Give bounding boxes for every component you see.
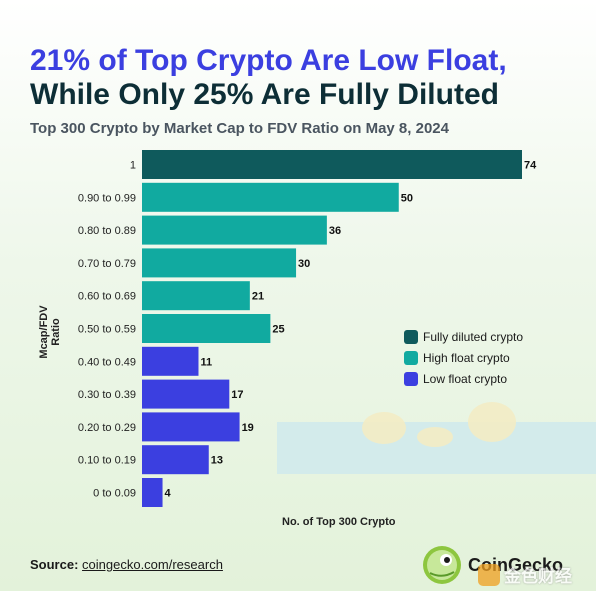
bar [142, 478, 163, 507]
bar-value-label: 17 [231, 389, 243, 401]
gecko-logo-icon [423, 546, 461, 584]
bar-value-label: 50 [401, 192, 413, 204]
bar [142, 346, 199, 376]
bar-value-label: 4 [165, 488, 172, 500]
watermark: 金色财经 [478, 562, 572, 587]
bar-value-label: 36 [329, 225, 341, 237]
legend-label-fully-diluted: Fully diluted crypto [423, 329, 524, 344]
category-label: 0.80 to 0.89 [78, 225, 136, 237]
bar [142, 150, 522, 179]
bar [142, 281, 250, 311]
bar-value-label: 30 [298, 258, 310, 270]
bar-value-label: 19 [242, 422, 254, 434]
category-label: 0 to 0.09 [93, 488, 136, 500]
source-line: Source: coingecko.com/research [30, 557, 223, 572]
legend: Fully diluted crypto High float crypto L… [404, 326, 523, 389]
bar-value-label: 21 [252, 291, 264, 303]
background-decoration [277, 402, 596, 474]
bar [142, 412, 240, 442]
source-label: Source: [30, 557, 79, 572]
legend-item-low-float: Low float crypto [404, 368, 523, 389]
x-axis-label: No. of Top 300 Crypto [282, 516, 396, 528]
category-label: 0.50 to 0.59 [78, 324, 136, 336]
legend-item-fully-diluted: Fully diluted crypto [404, 326, 523, 347]
decor-stone-1 [362, 412, 406, 444]
source-link[interactable]: coingecko.com/research [82, 557, 223, 572]
bar-value-label: 13 [211, 455, 223, 467]
legend-swatch-fully-diluted [404, 329, 418, 344]
category-label: 0.20 to 0.29 [78, 422, 136, 434]
decor-stone-3 [468, 402, 516, 442]
bar [142, 248, 297, 278]
legend-item-high-float: High float crypto [404, 347, 523, 368]
bar-value-label: 74 [524, 160, 537, 172]
title-line-1: 21% of Top Crypto Are Low Float, [30, 44, 507, 77]
bars-group: 1 740.90 to 0.99 500.80 to 0.89 360.70 to 0… [78, 150, 537, 507]
title-line-2: While Only 25% Are Fully Diluted [30, 78, 499, 111]
chart-title: 21% of Top Crypto Are Low Float, While O… [30, 44, 570, 112]
legend-label-high-float: High float crypto [423, 350, 510, 365]
bar [142, 215, 327, 245]
category-label: 0.40 to 0.49 [78, 356, 136, 368]
category-label: 1 [130, 160, 136, 172]
bar [142, 182, 399, 212]
legend-swatch-high-float [404, 350, 418, 365]
category-label: 0.10 to 0.19 [78, 455, 136, 467]
decor-stone-2 [417, 427, 453, 447]
legend-swatch-low-float [404, 371, 418, 386]
category-label: 0.90 to 0.99 [78, 192, 136, 204]
bar [142, 314, 271, 343]
bar [142, 445, 209, 475]
watermark-text: 金色财经 [504, 567, 572, 586]
legend-label-low-float: Low float crypto [423, 371, 508, 386]
bar-value-label: 11 [200, 356, 212, 368]
bar-value-label: 25 [272, 324, 284, 336]
category-label: 0.60 to 0.69 [78, 291, 136, 303]
category-label: 0.30 to 0.39 [78, 389, 136, 401]
chart-subtitle: Top 300 Crypto by Market Cap to FDV Rati… [30, 120, 449, 137]
bar [142, 379, 230, 409]
watermark-icon [478, 563, 500, 586]
category-label: 0.70 to 0.79 [78, 258, 136, 270]
y-axis-label: Mcap/FDV Ratio [38, 305, 62, 359]
